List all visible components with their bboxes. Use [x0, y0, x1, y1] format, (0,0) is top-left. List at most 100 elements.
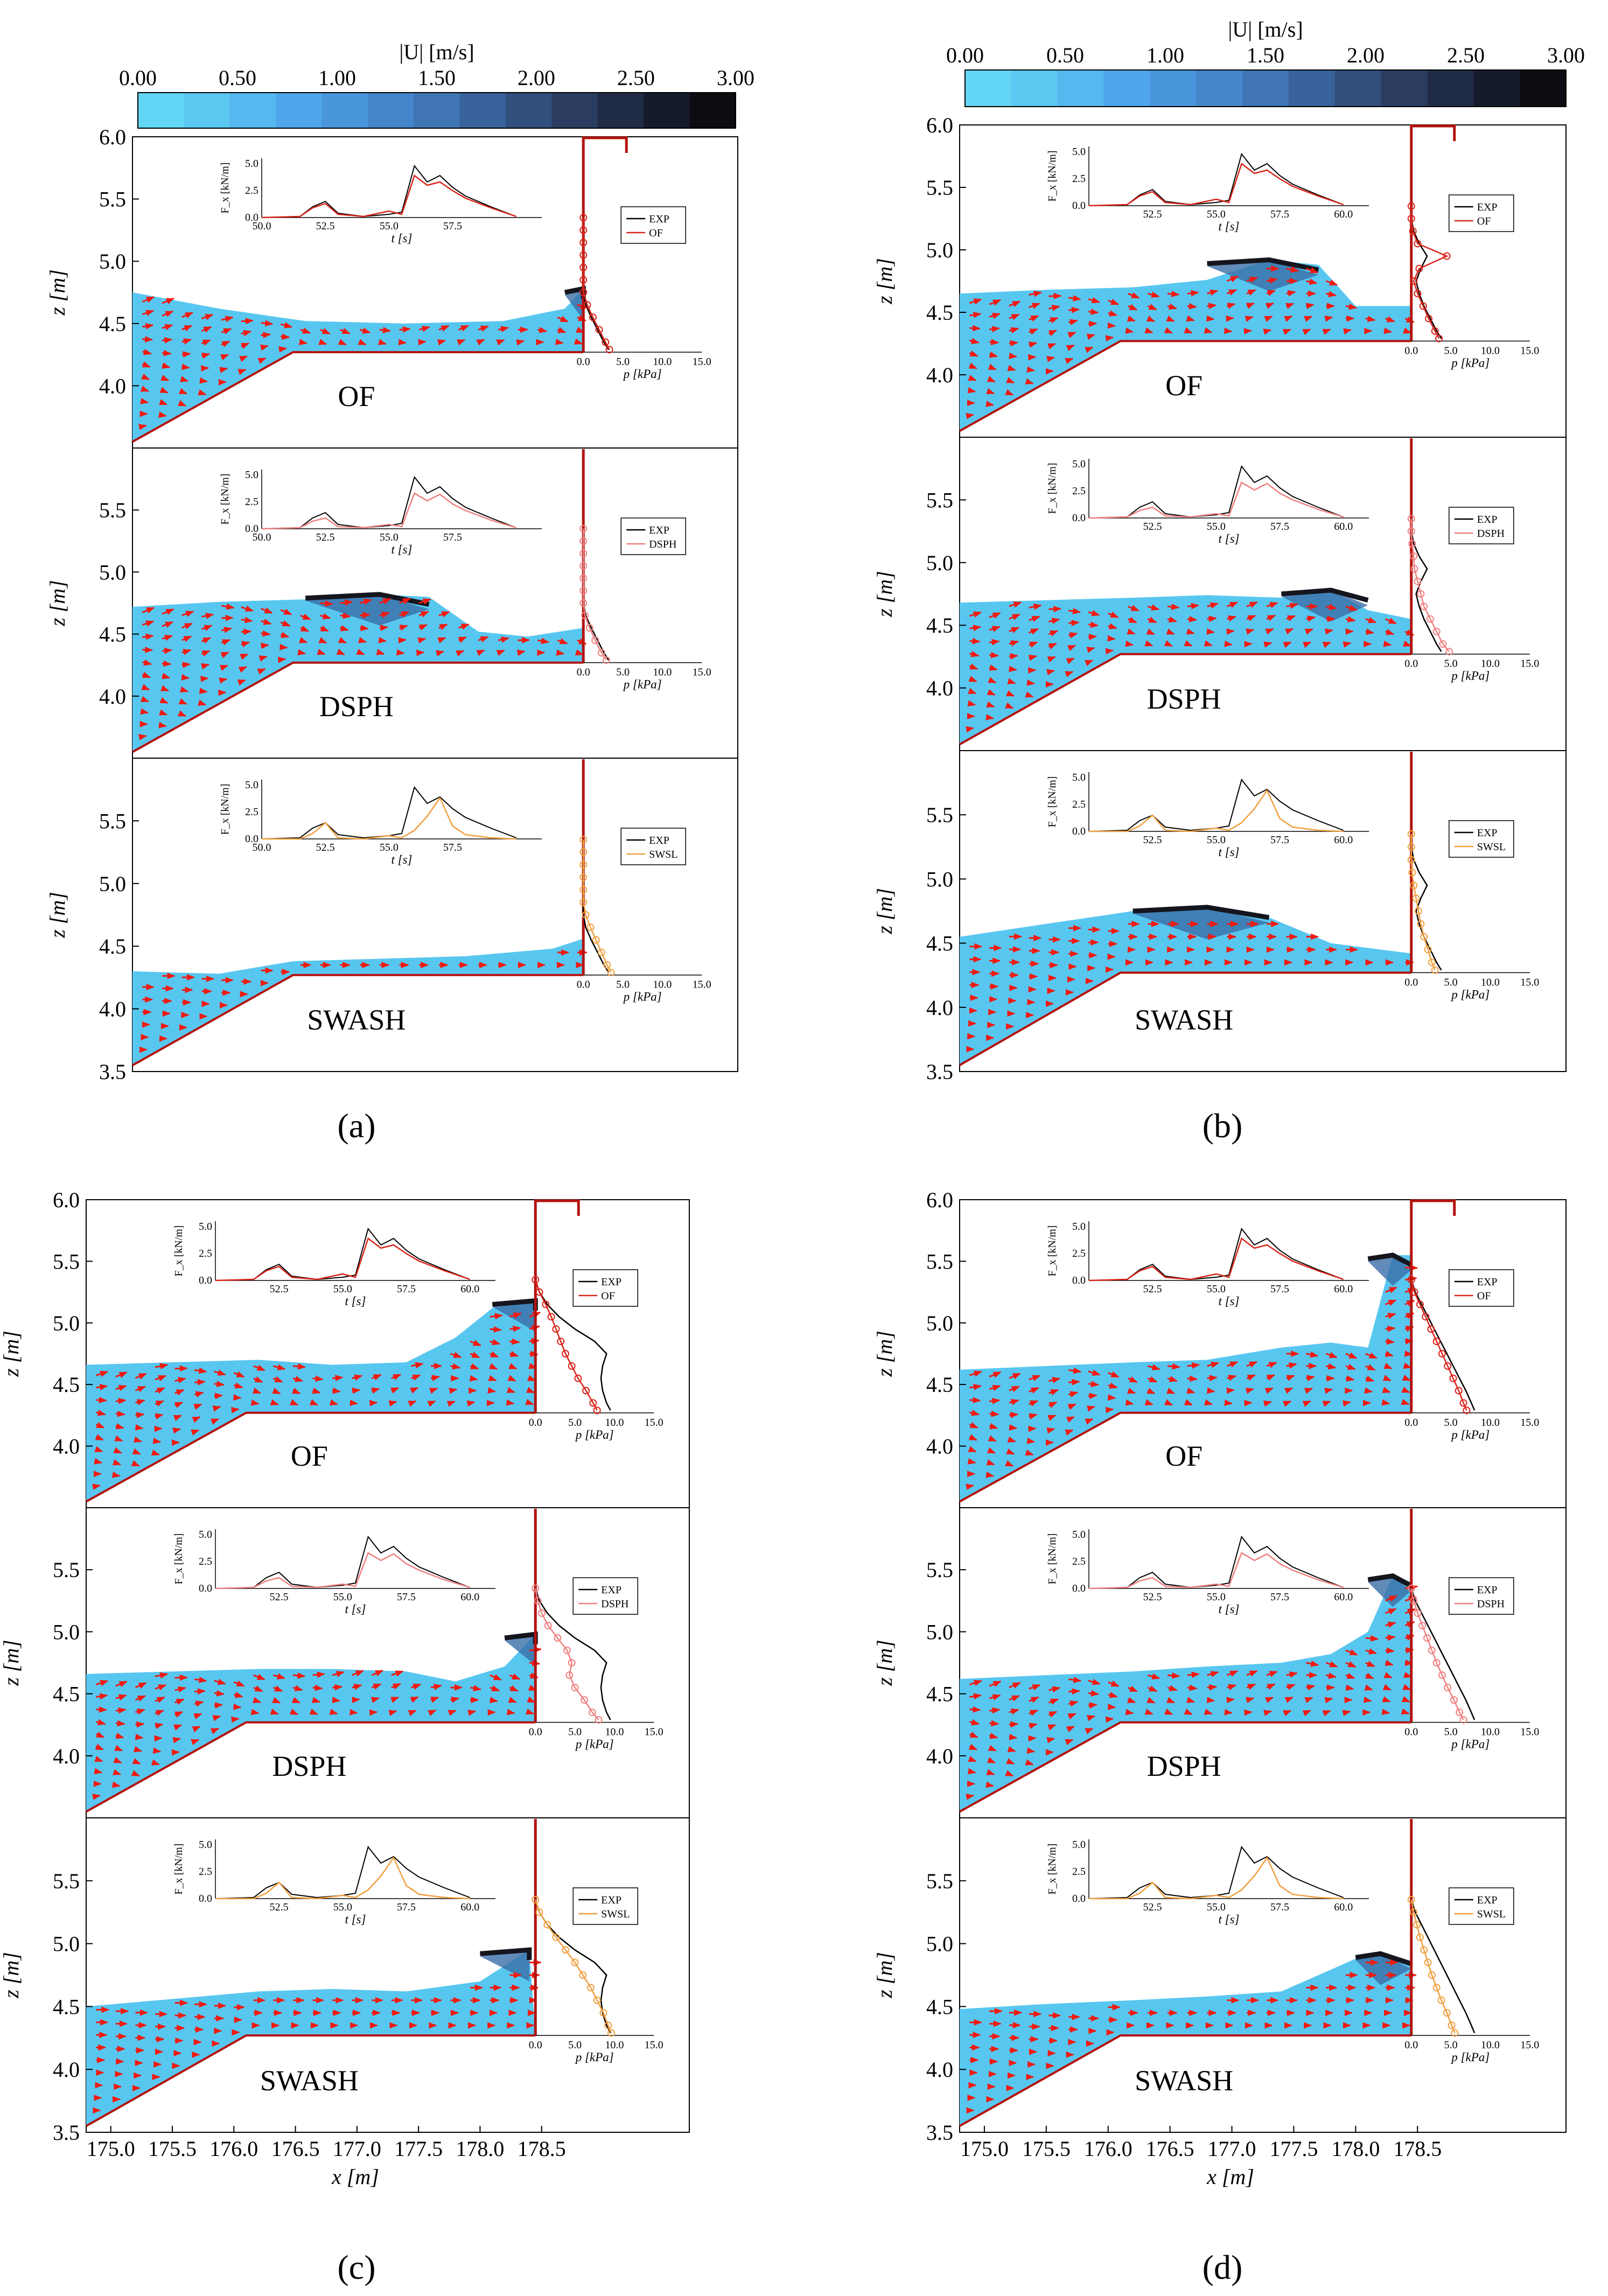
pressure-marker: [604, 2021, 612, 2029]
pressure-marker: [554, 1634, 562, 1642]
velocity-arrow: [1207, 615, 1217, 622]
pressure-marker: [534, 1597, 542, 1605]
velocity-arrow: [115, 1732, 124, 1739]
velocity-arrow: [1167, 1685, 1178, 1691]
force-x-tick: 50.0: [253, 842, 271, 853]
velocity-arrow: [1187, 303, 1197, 310]
velocity-arrow: [113, 1756, 122, 1764]
velocity-arrow: [359, 598, 372, 605]
pressure-marker: [593, 1406, 601, 1415]
force-x-label: t [s]: [1219, 1294, 1240, 1308]
water-body: [132, 289, 584, 442]
legend-label-model: DSPH: [601, 1598, 628, 1610]
legend: EXP OF: [572, 1269, 639, 1307]
x-tick-label: 177.0: [333, 2137, 381, 2161]
velocity-arrow: [1401, 1387, 1410, 1394]
velocity-arrow: [967, 387, 976, 394]
velocity-arrow: [199, 688, 208, 694]
colorbar-swatch: [644, 93, 690, 128]
velocity-arrow: [1184, 327, 1193, 334]
velocity-arrow: [1065, 1429, 1074, 1436]
velocity-arrow: [1187, 1375, 1198, 1382]
z-tick-label: 6.0: [99, 125, 126, 149]
velocity-arrow: [1007, 678, 1016, 684]
velocity-arrow: [557, 327, 567, 333]
caisson-wall: [534, 1199, 580, 1413]
pressure-x-label: p [kPa]: [575, 1428, 614, 1441]
legend-label-model: SWSL: [1477, 841, 1506, 853]
velocity-arrow: [141, 373, 150, 380]
force-y-label: F_x [kN/m]: [1046, 776, 1058, 828]
velocity-arrow: [142, 607, 155, 614]
pressure-x-tick: 10.0: [1481, 1417, 1500, 1429]
legend: EXP OF: [620, 206, 687, 244]
pressure-marker: [605, 346, 613, 354]
velocity-arrow: [1127, 1697, 1136, 1703]
pressure-x-tick: 5.0: [568, 2039, 582, 2051]
legend: EXP DSPH: [620, 517, 687, 555]
pressure-marker: [557, 1338, 565, 1346]
pressure-profile-of: [583, 218, 610, 350]
velocity-arrows: [93, 1959, 542, 2114]
pressure-marker: [1419, 302, 1427, 310]
velocity-arrow: [490, 1697, 498, 1704]
subplot-c-swash: 5.5 5.0 4.5 4.0 3.5 z [m] SWASH 5.0 2.5 0.0 52.5 55…: [0, 1817, 690, 2145]
velocity-arrow: [135, 1695, 146, 1702]
velocity-arrow: [162, 608, 174, 615]
pressure-marker: [1427, 1325, 1435, 1333]
z-tick-label: 4.0: [99, 374, 126, 398]
velocity-arrow: [1245, 316, 1254, 322]
velocity-arrow: [1365, 628, 1374, 635]
velocity-arrow: [1088, 297, 1100, 304]
velocity-arrows: [966, 1584, 1418, 1800]
pressure-marker: [547, 1313, 555, 1321]
pressure-marker: [1409, 227, 1417, 235]
force-series-exp: [215, 1535, 471, 1589]
subplot-frame: [132, 758, 738, 1072]
pressure-x-tick: 10.0: [605, 1417, 624, 1429]
breaking-crest: [1281, 587, 1369, 603]
velocity-arrow: [1385, 1286, 1397, 1293]
force-y-tick: 0.0: [1072, 825, 1086, 837]
force-y-label: F_x [kN/m]: [219, 784, 231, 835]
velocity-arrow: [1068, 1676, 1082, 1683]
velocity-arrow: [154, 1735, 163, 1742]
velocity-arrow: [1009, 613, 1020, 620]
velocity-arrow: [1009, 313, 1020, 320]
velocity-arrow: [158, 722, 167, 729]
velocity-arrow: [969, 1397, 981, 1404]
z-tick-label: 5.5: [99, 498, 126, 522]
velocity-arrow: [162, 660, 172, 667]
velocity-arrow: [140, 397, 149, 404]
force-x-tick: 57.5: [1270, 1591, 1289, 1603]
velocity-arrow: [233, 1691, 243, 1698]
velocity-arrow: [239, 355, 248, 362]
velocity-arrow: [289, 1709, 299, 1716]
force-y-tick: 2.5: [245, 185, 258, 197]
velocity-arrow: [1046, 1737, 1055, 1744]
velocity-arrow: [200, 675, 209, 682]
model-label: SWASH: [260, 2064, 359, 2097]
velocity-arrow: [309, 1399, 318, 1406]
pressure-marker: [568, 1659, 576, 1667]
velocity-arrow: [989, 1423, 998, 1430]
velocity-arrow: [94, 1755, 103, 1762]
velocity-arrow: [115, 1707, 127, 1714]
force-series-exp: [215, 1845, 471, 1899]
velocity-arrow: [162, 362, 171, 369]
velocity-arrow: [989, 1371, 1002, 1378]
velocity-arrow: [1029, 1400, 1038, 1407]
velocity-arrow: [1029, 1709, 1038, 1716]
velocity-arrow: [155, 1413, 164, 1420]
force-x-tick: 52.5: [316, 842, 335, 853]
pressure-marker: [579, 898, 588, 906]
velocity-arrow: [1381, 1399, 1390, 1406]
velocity-arrow: [352, 1697, 360, 1704]
velocity-arrow: [449, 1388, 458, 1394]
pressure-marker: [1432, 627, 1441, 635]
velocity-arrow: [527, 1696, 536, 1703]
velocity-arrow: [989, 326, 1001, 333]
colorbar-tick-label: 3.00: [1547, 43, 1585, 67]
velocity-arrow: [1029, 328, 1038, 335]
z-tick-label: 4.5: [53, 1373, 80, 1397]
